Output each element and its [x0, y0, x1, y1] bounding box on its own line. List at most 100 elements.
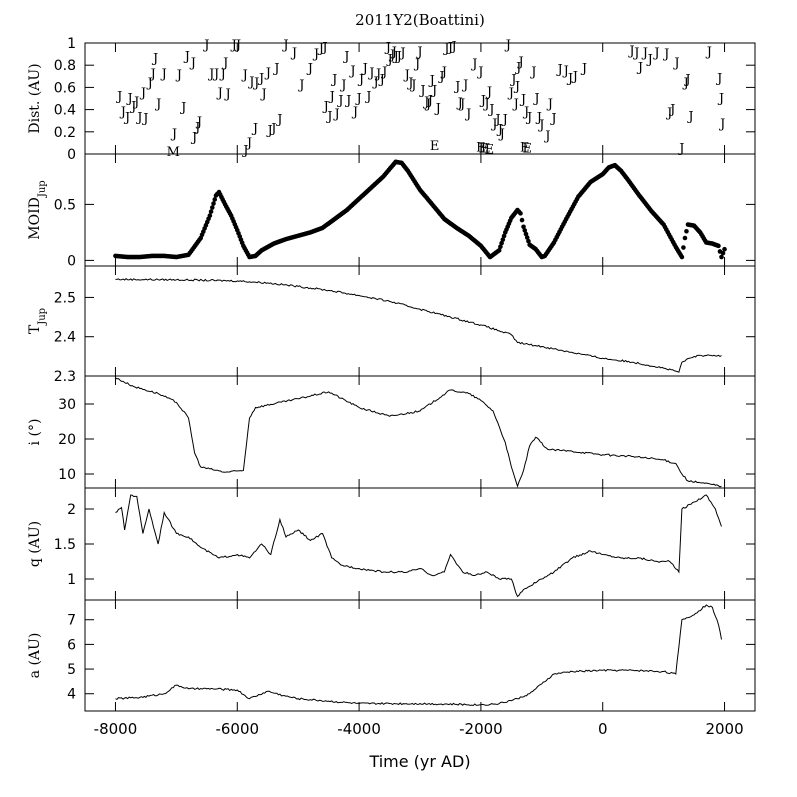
encounter-J: J	[266, 124, 273, 139]
encounter-J: J	[476, 65, 483, 80]
encounter-J: J	[522, 105, 529, 120]
encounter-J: J	[717, 92, 724, 107]
encounter-J: J	[498, 127, 505, 142]
encounter-J: J	[532, 92, 539, 107]
encounter-J: J	[183, 49, 190, 64]
moid-point	[519, 217, 525, 223]
y-tick-label: 5	[67, 662, 76, 678]
encounter-J: J	[320, 40, 327, 55]
encounter-J: J	[290, 46, 297, 61]
encounter-J: J	[507, 86, 514, 101]
encounter-J: J	[132, 95, 139, 110]
y-tick-label: 30	[58, 397, 76, 413]
encounter-J: J	[446, 40, 453, 55]
y-tick-label: 0.4	[54, 103, 76, 119]
encounter-J: J	[207, 67, 214, 82]
encounter-E: E	[430, 139, 440, 154]
y-tick-label: 1	[67, 36, 76, 52]
moid-point	[720, 250, 726, 256]
encounter-J: J	[212, 67, 219, 82]
encounter-J: J	[464, 107, 471, 122]
encounter-J: J	[190, 130, 197, 145]
y-tick-label: 0.5	[54, 197, 76, 213]
moid-point	[498, 244, 503, 250]
moid-point	[207, 213, 213, 218]
x-tick-label: 0	[598, 720, 608, 738]
moid-point	[501, 233, 507, 239]
encounter-J: J	[580, 62, 587, 77]
y-tick-label: 2.5	[54, 290, 76, 306]
encounter-J: J	[361, 62, 368, 77]
y-tick-label: 2.4	[54, 330, 76, 346]
encounter-J: J	[424, 97, 431, 112]
y-tick-label: 7	[67, 613, 76, 629]
encounter-J: J	[251, 121, 258, 136]
x-tick-label: -2000	[459, 720, 503, 738]
encounter-E: E	[476, 140, 486, 155]
encounter-E: E	[520, 140, 530, 155]
encounter-J: J	[219, 67, 226, 82]
x-tick-label: 2000	[705, 720, 743, 738]
y-tick-label: 20	[58, 432, 76, 448]
encounter-J: J	[275, 113, 282, 128]
encounter-J: J	[535, 110, 542, 125]
y-tick-label: 1	[67, 572, 76, 588]
y-axis-label: i (°)	[27, 419, 43, 446]
encounter-J: J	[325, 109, 332, 124]
encounter-J: J	[537, 118, 544, 133]
encounter-J: J	[456, 96, 463, 111]
moid-point	[499, 240, 504, 246]
encounter-J: J	[241, 68, 248, 83]
encounter-J: J	[125, 92, 132, 107]
encounter-J: J	[252, 76, 259, 91]
encounter-J: J	[364, 89, 371, 104]
encounter-J: J	[374, 67, 381, 82]
moid-point	[500, 237, 506, 242]
encounter-J: J	[259, 87, 266, 102]
encounter-J: J	[354, 92, 361, 107]
encounter-J: J	[718, 117, 725, 132]
encounter-E: E	[485, 143, 495, 158]
encounter-J: J	[512, 97, 519, 112]
encounter-J: J	[641, 46, 648, 61]
encounter-E: E	[522, 141, 532, 156]
y-tick-label: 10	[58, 467, 76, 483]
encounter-J: J	[357, 73, 364, 88]
series-line-incl	[115, 377, 722, 488]
encounter-J: J	[193, 120, 200, 135]
encounter-J: J	[234, 38, 241, 53]
encounter-J: J	[428, 74, 435, 89]
encounter-J: J	[195, 115, 202, 130]
panel-frame	[84, 487, 756, 601]
panel-a: -8000 -6000 -4000 -2000 0 2000 4 5 6 7 a (AU)	[27, 599, 756, 738]
x-tick-label: -6000	[215, 720, 259, 738]
encounter-J: J	[549, 111, 556, 126]
encounter-J: J	[516, 55, 523, 70]
encounter-J: J	[380, 65, 387, 80]
encounter-J: J	[175, 68, 182, 83]
encounter-J: J	[490, 117, 497, 132]
panel-incl: 10 20 30 i (°)	[27, 375, 756, 489]
encounter-J: J	[686, 109, 693, 124]
encounter-M: M	[167, 145, 180, 160]
encounter-J: J	[336, 94, 343, 109]
encounter-J: J	[501, 113, 508, 128]
moid-point	[208, 209, 214, 214]
x-tick-label: -4000	[337, 720, 381, 738]
y-tick-label: 2.3	[54, 369, 76, 385]
encounter-J: J	[668, 103, 675, 118]
moid-point	[524, 235, 530, 240]
encounter-J: J	[322, 99, 329, 114]
encounter-J: J	[339, 78, 346, 93]
encounter-J: J	[312, 47, 319, 62]
encounter-J: J	[333, 107, 340, 122]
encounter-J: J	[636, 60, 643, 75]
moid-point	[522, 228, 528, 233]
encounter-J: J	[662, 47, 669, 62]
encounter-J: J	[546, 97, 553, 112]
encounter-J: J	[392, 49, 399, 64]
panel-tjup: 2.3 2.4 2.5 TJup	[27, 265, 756, 385]
encounter-J: J	[418, 84, 425, 99]
moid-point	[681, 245, 686, 250]
